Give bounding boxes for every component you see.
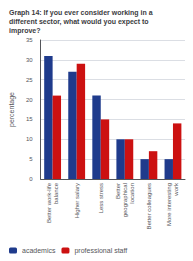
svg-text:location: location bbox=[129, 183, 135, 204]
svg-text:academics: academics bbox=[22, 247, 56, 254]
svg-text:different sector, what would y: different sector, what would you expect … bbox=[9, 18, 149, 26]
svg-text:30: 30 bbox=[26, 57, 33, 63]
svg-text:balance: balance bbox=[53, 182, 59, 204]
svg-text:Better: Better bbox=[115, 183, 121, 199]
svg-text:35: 35 bbox=[26, 37, 33, 43]
svg-text:Graph 14: If you ever consider: Graph 14: If you ever consider working i… bbox=[9, 9, 153, 17]
svg-text:15: 15 bbox=[26, 116, 33, 122]
svg-text:improve?: improve? bbox=[9, 27, 41, 35]
svg-text:10: 10 bbox=[26, 136, 33, 142]
svg-text:More interesting: More interesting bbox=[166, 183, 172, 226]
svg-text:Better colleagues: Better colleagues bbox=[146, 183, 152, 229]
svg-text:professional staff: professional staff bbox=[74, 247, 127, 255]
svg-text:25: 25 bbox=[26, 77, 33, 83]
svg-text:20: 20 bbox=[26, 97, 33, 103]
svg-text:Less stress: Less stress bbox=[98, 183, 104, 213]
svg-text:0: 0 bbox=[29, 176, 33, 182]
svg-text:Better work-life: Better work-life bbox=[46, 182, 52, 223]
svg-text:5: 5 bbox=[29, 156, 33, 162]
svg-text:work: work bbox=[173, 182, 179, 197]
svg-text:percentage: percentage bbox=[8, 92, 16, 127]
svg-text:Higher salary: Higher salary bbox=[74, 183, 80, 218]
svg-text:geographical: geographical bbox=[122, 183, 128, 217]
